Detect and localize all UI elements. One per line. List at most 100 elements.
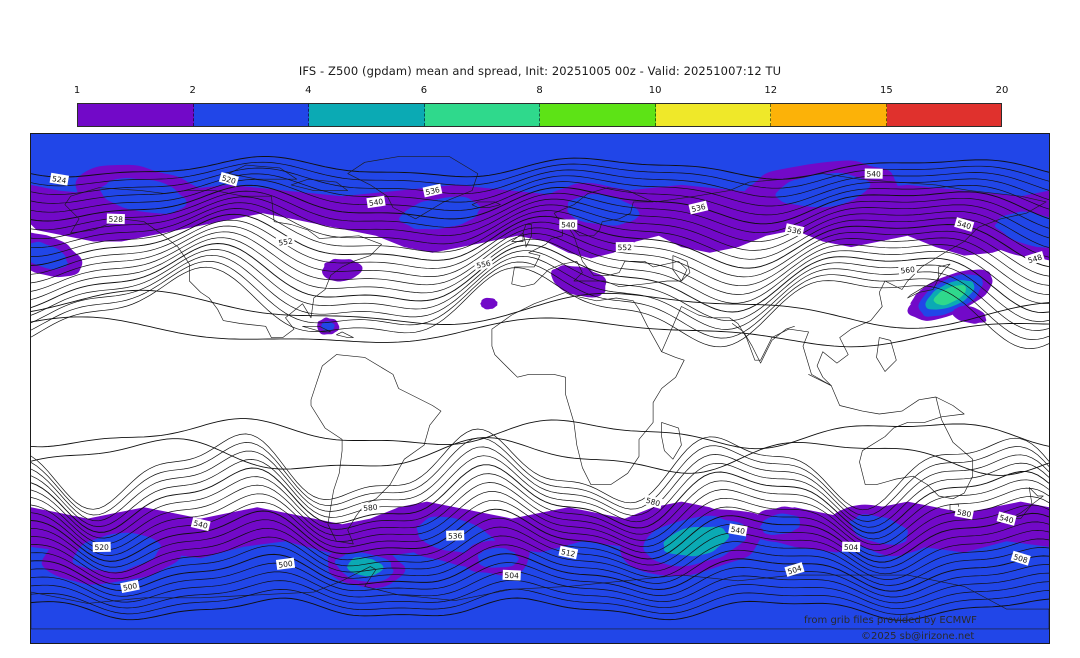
contour-label-box bbox=[643, 494, 664, 509]
contour-label-text: 540 bbox=[368, 197, 384, 208]
contour-label: 508 bbox=[1010, 550, 1031, 566]
contour-label-box bbox=[688, 200, 709, 215]
contour-label-box bbox=[422, 183, 443, 198]
contour-mean-z500 bbox=[31, 508, 1049, 563]
contour-label-text: 552 bbox=[618, 243, 633, 252]
contour-label-box bbox=[784, 562, 805, 577]
contour-label-text: 536 bbox=[786, 225, 802, 237]
colorbar-tick-1: 1 bbox=[73, 85, 81, 96]
contour-mean-z500 bbox=[31, 597, 1049, 621]
coastline bbox=[655, 173, 1047, 387]
contour-mean-z500 bbox=[31, 266, 1049, 349]
colorbar-tick-12: 12 bbox=[764, 85, 778, 96]
colorbar-segment-15-20 bbox=[886, 104, 1001, 126]
colorbar-tick-20: 20 bbox=[995, 85, 1009, 96]
contour-mean-z500 bbox=[31, 225, 1049, 287]
colorbar-segment-1-2 bbox=[78, 104, 194, 126]
contour-label-text: 520 bbox=[94, 543, 109, 552]
contour-label-box bbox=[218, 171, 239, 187]
coastline bbox=[310, 354, 442, 545]
contour-label: 504 bbox=[784, 562, 805, 577]
contour-mean-z500 bbox=[31, 446, 1049, 522]
contour-label-text: 580 bbox=[363, 503, 378, 513]
colorbar bbox=[77, 103, 1002, 127]
contour-label: 500 bbox=[275, 557, 296, 570]
coastline bbox=[907, 263, 951, 299]
contour-label-box bbox=[558, 545, 579, 560]
contour-mean-z500 bbox=[31, 231, 1049, 295]
contour-label: 504 bbox=[502, 569, 521, 581]
spread-band-indian-ocean-south-2 bbox=[663, 526, 730, 557]
coastline bbox=[336, 331, 354, 338]
colorbar-gradient bbox=[77, 103, 1002, 127]
contour-label-box bbox=[954, 506, 974, 520]
contour-label: 560 bbox=[898, 263, 918, 276]
coastline bbox=[661, 422, 682, 460]
spread-band-japan-secondary-top-0 bbox=[952, 305, 987, 324]
colorbar-segment-8-10 bbox=[540, 104, 656, 126]
contour-label-box bbox=[106, 213, 125, 225]
contour-label-text: 540 bbox=[561, 220, 576, 229]
map-canvas[interactable]: 520 536 540 536 540 540 540 536 528 552 552 548 524 5… bbox=[30, 133, 1050, 644]
contour-mean-z500 bbox=[31, 526, 1049, 575]
contour-label: 580 bbox=[954, 506, 974, 520]
contour-label-box bbox=[92, 541, 111, 553]
contour-label: 512 bbox=[558, 545, 579, 560]
colorbar-tick-10: 10 bbox=[648, 85, 662, 96]
contour-label-text: 536 bbox=[691, 202, 707, 214]
contour-label-box bbox=[898, 263, 918, 276]
contour-mean-z500 bbox=[31, 219, 1049, 278]
contour-label-text: 500 bbox=[278, 559, 294, 570]
contour-label-box bbox=[275, 557, 296, 570]
contour-label: 552 bbox=[275, 235, 296, 248]
data-source-credit: from grib files provided by ECMWF bbox=[804, 615, 977, 626]
contour-mean-z500 bbox=[31, 254, 1049, 331]
contour-label: 540 bbox=[559, 219, 578, 230]
contour-label: 536 bbox=[446, 530, 465, 541]
coastline bbox=[1009, 487, 1044, 519]
contour-mean-z500 bbox=[31, 196, 1049, 242]
contour-mean-z500 bbox=[31, 190, 1049, 234]
contour-label-box bbox=[996, 511, 1017, 526]
spread-band-north-pacific-1 bbox=[994, 211, 1049, 248]
contour-label-box bbox=[366, 195, 386, 209]
contour-label-box bbox=[502, 569, 521, 581]
spread-band-alaska-1 bbox=[99, 178, 187, 214]
contour-label: 536 bbox=[688, 200, 709, 215]
contour-label-text: 504 bbox=[786, 564, 803, 577]
contour-label-box bbox=[559, 219, 578, 230]
contour-mean-z500 bbox=[31, 237, 1049, 304]
contour-label-box bbox=[728, 523, 748, 537]
contour-mean-z500 bbox=[31, 243, 1049, 313]
contour-label-text: 520 bbox=[221, 173, 237, 186]
contour-mean-z500 bbox=[31, 544, 1049, 586]
contour-label-text: 504 bbox=[504, 571, 519, 581]
contour-label-text: 540 bbox=[193, 519, 209, 531]
contour-mean-z500 bbox=[31, 562, 1049, 598]
contour-label-text: 540 bbox=[866, 169, 881, 178]
colorbar-segment-6-8 bbox=[424, 104, 540, 126]
contour-label: 540 bbox=[954, 217, 975, 232]
coastline bbox=[808, 374, 974, 500]
spread-band-north-atlantic-1 bbox=[398, 196, 481, 230]
contour-mean-z500 bbox=[31, 588, 1049, 615]
contour-mean-z500 bbox=[31, 535, 1049, 580]
contour-label-box bbox=[446, 530, 465, 541]
spread-band-siberia-1 bbox=[775, 172, 871, 208]
contour-label: 536 bbox=[422, 183, 443, 198]
contour-label-box bbox=[473, 257, 494, 271]
contour-label-text: 540 bbox=[730, 525, 746, 536]
spread-band-canaries-small-0 bbox=[480, 297, 498, 310]
coastline bbox=[491, 292, 685, 485]
spread-tropical-null-zone bbox=[31, 303, 1049, 468]
contour-label-box bbox=[120, 579, 140, 594]
colorbar-tick-4: 4 bbox=[305, 85, 312, 96]
contour-label-text: 504 bbox=[844, 543, 859, 552]
contour-label-box bbox=[864, 168, 883, 179]
colorbar-tick-8: 8 bbox=[536, 85, 543, 96]
contour-mean-z500 bbox=[31, 428, 1049, 511]
contour-mean-z500 bbox=[31, 202, 1049, 251]
contour-label-text: 508 bbox=[1012, 552, 1029, 565]
contour-label: 520 bbox=[218, 171, 239, 187]
colorbar-segment-10-12 bbox=[655, 104, 771, 126]
